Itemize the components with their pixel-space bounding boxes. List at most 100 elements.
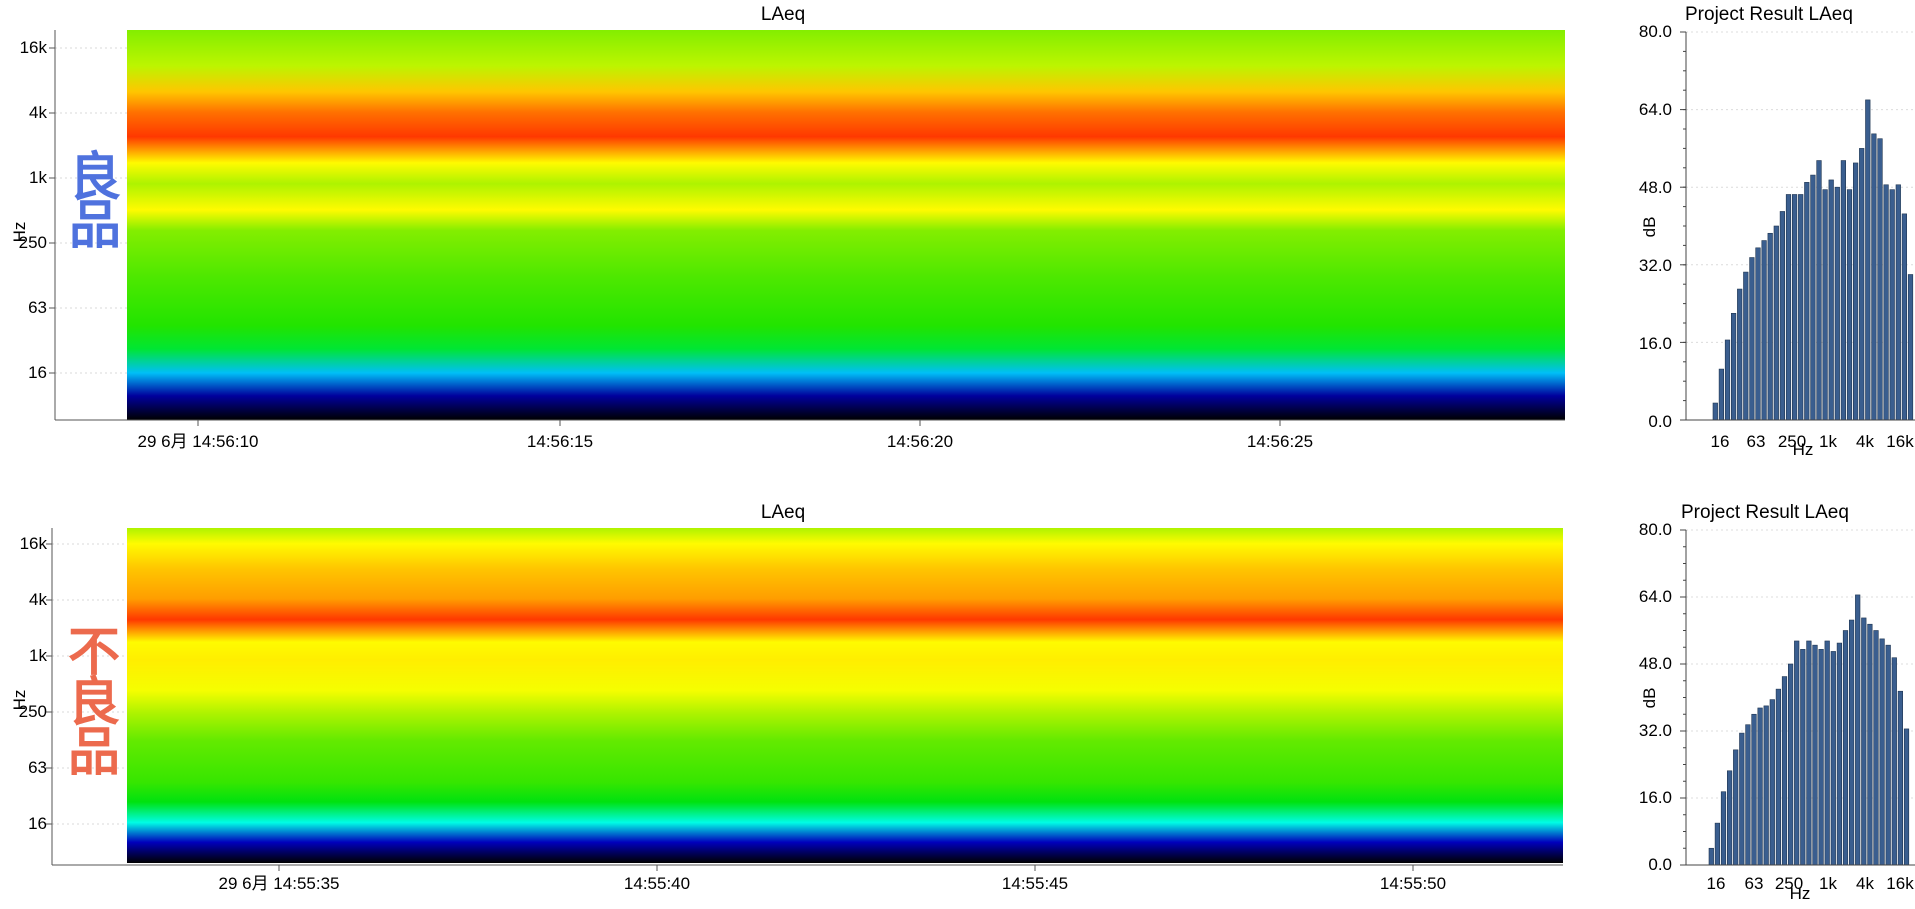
spectrum-bar (1846, 189, 1853, 421)
spectrum-y-tick: 32.0 (1639, 721, 1672, 740)
spectrum-bar (1828, 179, 1834, 421)
y-tick-label: 16k (20, 38, 48, 57)
panel-bad: LAeq 16k 4k 1k 250 63 16 Hz 不 良 品 29 6月 … (10, 502, 1915, 903)
good-tag-char: 品 (69, 196, 121, 256)
spectrogram-axes (49, 30, 1565, 426)
spectrum-bar (1800, 649, 1806, 866)
spectrum-y-tick: 48.0 (1639, 178, 1672, 197)
spectrum-bar (1749, 257, 1755, 421)
spectrum-title: Project Result LAeq (1681, 502, 1849, 523)
spectrum-y-tick: 64.0 (1639, 100, 1672, 119)
spectrum-bar (1724, 339, 1731, 421)
spectrum-bar (1897, 690, 1903, 866)
spectrum-bar (1903, 728, 1910, 866)
spectrogram-title: LAeq (761, 502, 805, 523)
y-tick-label: 250 (19, 233, 47, 252)
spectrum-y-tick: 0.0 (1648, 855, 1672, 874)
y-tick-label: 4k (29, 103, 47, 122)
spectrum-bar (1877, 138, 1883, 421)
spectrum-bar (1834, 186, 1840, 421)
spectrum-bar (1712, 402, 1718, 421)
x-tick-label: 14:55:45 (1002, 874, 1068, 893)
spectrum-y-tick: 48.0 (1639, 654, 1672, 673)
bad-tag-char: 不 (68, 623, 120, 683)
spectrum-bar (1763, 705, 1769, 866)
spectrum-x-label: Hz (1790, 884, 1811, 903)
spectrum-x-tick: 4k (1856, 432, 1874, 451)
spectrum-bar (1907, 274, 1914, 421)
spectrum-x-tick: 16k (1886, 432, 1914, 451)
spectrum-bar (1773, 225, 1779, 421)
spectrum-bar (1755, 247, 1761, 421)
spectrum-bar (1739, 732, 1745, 866)
y-tick-label: 1k (29, 646, 47, 665)
spectrum-bar (1720, 791, 1727, 866)
y-tick-label: 250 (19, 702, 47, 721)
spectrum-bar (1745, 724, 1751, 866)
y-tick-label: 63 (28, 298, 47, 317)
good-tag-char: 良 (69, 148, 121, 208)
spectrum-bar (1855, 594, 1861, 866)
y-axis-label: Hz (10, 222, 29, 243)
spectrum-bar (1775, 688, 1781, 866)
spectrum-x-tick: 16k (1886, 874, 1914, 893)
spectrum-bar (1842, 630, 1849, 866)
spectrum-x-tick: 63 (1745, 874, 1764, 893)
spectrogram-heatmap (127, 30, 1565, 420)
spectrum-y-label: dB (1640, 688, 1659, 709)
spectrum-bar (1865, 99, 1871, 421)
spectrum-bar (1867, 623, 1873, 866)
spectrum-bar (1804, 182, 1810, 421)
spectrum-x-tick: 16 (1707, 874, 1726, 893)
spectrum-y-tick: 16.0 (1639, 788, 1672, 807)
y-tick-label: 1k (29, 168, 47, 187)
spectrum-bar (1737, 288, 1743, 421)
spectrum-bar (1708, 847, 1714, 866)
spectrum-bar (1895, 184, 1901, 421)
spectrum-bar (1818, 649, 1824, 866)
spectrum-x-tick: 16 (1711, 432, 1730, 451)
spectrum-x-tick: 4k (1856, 874, 1874, 893)
spectrum-bar (1733, 749, 1739, 866)
x-tick-label: 29 6月 14:55:35 (219, 874, 340, 893)
spectrum-bar (1840, 160, 1846, 421)
spectrum-bar (1798, 194, 1804, 421)
y-tick-label: 4k (29, 590, 47, 609)
spectrum-bar (1889, 189, 1895, 421)
spectrum-bar (1824, 640, 1830, 866)
spectrum-bar (1788, 663, 1794, 866)
spectrum-bar (1849, 619, 1855, 866)
spectrum-bar (1743, 271, 1749, 421)
spectrum-bar (1859, 148, 1865, 421)
spectrum-bar (1792, 194, 1798, 421)
y-tick-label: 63 (28, 758, 47, 777)
spectrum-bar (1806, 640, 1812, 866)
panel-good: LAeq 16k 4k 1k 250 63 16 Hz 良 品 29 6月 14… (10, 4, 1915, 459)
spectrum-bar (1901, 213, 1907, 421)
spectrum-y-tick: 32.0 (1639, 256, 1672, 275)
spectrum-bar (1785, 194, 1792, 421)
y-tick-label: 16 (28, 814, 47, 833)
spectrum-bar (1883, 184, 1889, 421)
spectrum-bar (1812, 644, 1818, 866)
spectrum-y-tick: 80.0 (1639, 22, 1672, 41)
spectrum-bars (1680, 31, 1915, 421)
spectrum-bar (1779, 211, 1785, 421)
spectrum-x-tick: 1k (1819, 874, 1837, 893)
spectrum-bar (1767, 232, 1773, 421)
spectrum-x-tick: 1k (1819, 432, 1837, 451)
spectrum-bars (1680, 529, 1915, 866)
spectrum-bar (1861, 617, 1867, 866)
x-tick-label: 14:55:40 (624, 874, 690, 893)
spectrogram-axes (46, 528, 1563, 871)
spectrum-bar (1731, 312, 1737, 421)
spectrum-bar (1781, 676, 1788, 866)
spectrum-bar (1873, 630, 1879, 866)
spectrum-bar (1794, 640, 1800, 866)
spectrum-bar (1810, 174, 1816, 421)
spectrum-bar (1885, 644, 1891, 866)
x-tick-label: 14:56:25 (1247, 432, 1313, 451)
spectrum-bar (1816, 160, 1822, 421)
spectrum-bar (1853, 162, 1859, 421)
